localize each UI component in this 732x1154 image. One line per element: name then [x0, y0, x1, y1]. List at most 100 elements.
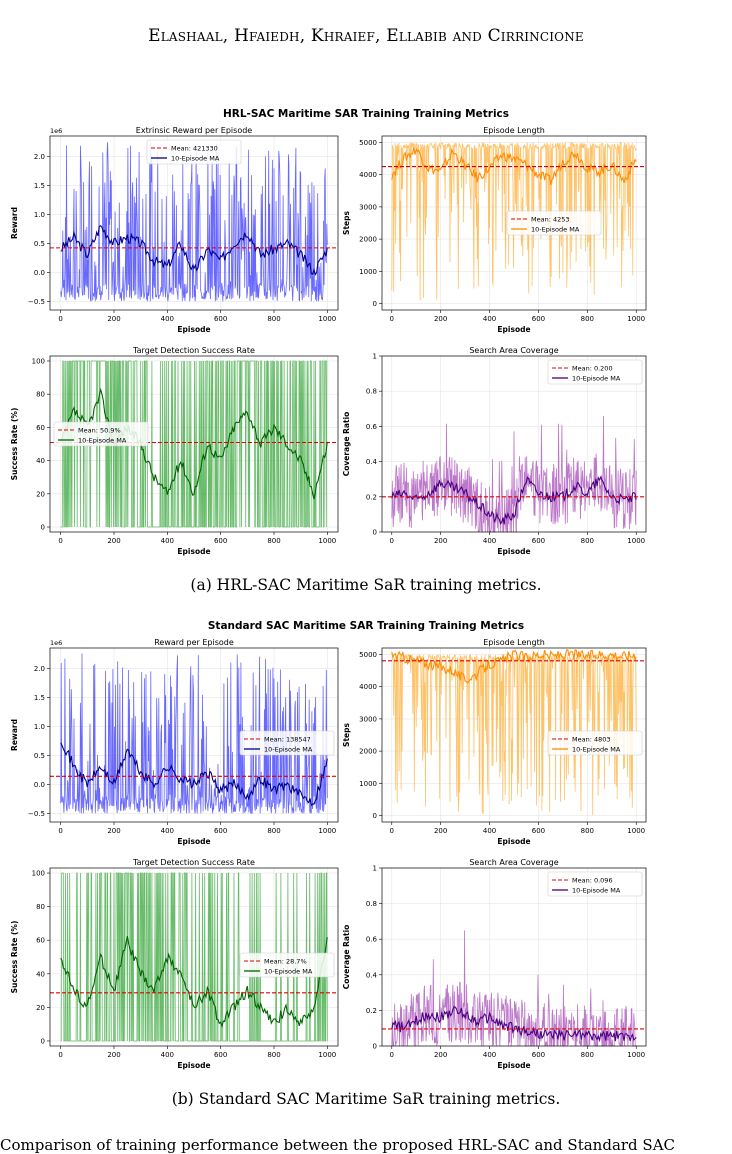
x-tick-label: 400	[483, 827, 496, 835]
x-tick-label: 400	[483, 537, 496, 545]
chart-title: Extrinsic Reward per Episode	[136, 126, 253, 135]
legend-box	[547, 359, 643, 385]
x-tick-label: 1000	[318, 1051, 336, 1059]
x-tick-label: 200	[434, 1051, 447, 1059]
legend-ma-label: 10-Episode MA	[572, 746, 621, 754]
x-axis-label: Episode	[177, 837, 210, 846]
y-axis-label: Success Rate (%)	[10, 921, 19, 994]
offset-text: 1e6	[50, 127, 62, 135]
y-tick-label: 0	[373, 300, 377, 308]
legend-ma-label: 10-Episode MA	[171, 155, 220, 163]
y-tick-label: 0.0	[34, 269, 45, 277]
y-tick-label: −0.5	[28, 810, 45, 818]
y-tick-label: 20	[36, 490, 45, 498]
x-tick-label: 0	[58, 1051, 62, 1059]
legend-ma-label: 10-Episode MA	[264, 746, 313, 754]
axes-frame	[381, 355, 647, 533]
x-axis-label: Episode	[497, 837, 530, 846]
x-tick-label: 600	[214, 315, 227, 323]
axes-frame	[381, 867, 647, 1047]
y-tick-label: 60	[36, 937, 45, 945]
x-tick-label: 200	[434, 827, 447, 835]
axes-frame	[49, 867, 339, 1047]
x-tick-label: 1000	[627, 827, 645, 835]
figure-a-suptitle: HRL-SAC Maritime SAR Training Training M…	[222, 108, 510, 120]
y-tick-label: 5000	[359, 139, 377, 147]
legend-box	[239, 730, 335, 756]
chart-title: Search Area Coverage	[469, 858, 558, 867]
body-text-cut: Comparison of training performance betwe…	[0, 1136, 676, 1154]
y-tick-label: 40	[36, 970, 45, 978]
figure-b-caption: (b) Standard SAC Maritime SaR training m…	[171, 1090, 561, 1108]
legend-mean-label: Mean: 4253	[531, 216, 570, 224]
y-tick-label: 100	[32, 870, 45, 878]
x-tick-label: 1000	[318, 537, 336, 545]
legend-ma-label: 10-Episode MA	[78, 437, 127, 445]
y-tick-label: 2.0	[34, 153, 45, 161]
legend-mean-label: Mean: 138547	[264, 736, 311, 744]
x-axis-label: Episode	[177, 547, 210, 556]
x-tick-label: 600	[532, 827, 545, 835]
x-tick-label: 400	[161, 537, 174, 545]
y-tick-label: 1.5	[34, 694, 45, 702]
chart-title: Reward per Episode	[154, 638, 234, 647]
y-tick-label: 1.5	[34, 182, 45, 190]
y-axis-label: Steps	[342, 211, 351, 235]
y-tick-label: 60	[36, 424, 45, 432]
axes-frame	[49, 135, 339, 311]
chart-title: Episode Length	[483, 638, 545, 647]
y-tick-label: 0.5	[34, 752, 45, 760]
x-tick-label: 400	[483, 1051, 496, 1059]
y-tick-label: 0.8	[366, 900, 377, 908]
legend-mean-label: Mean: 0.096	[572, 877, 613, 885]
y-tick-label: 0.6	[366, 936, 378, 944]
y-tick-label: 3000	[359, 715, 377, 723]
x-tick-label: 600	[532, 315, 545, 323]
x-tick-label: 1000	[627, 1051, 645, 1059]
x-tick-label: 200	[107, 1051, 120, 1059]
y-tick-label: 80	[36, 391, 45, 399]
x-tick-label: 400	[483, 315, 496, 323]
legend-mean-label: Mean: 0.200	[572, 365, 613, 373]
x-tick-label: 400	[161, 827, 174, 835]
legend-ma-label: 10-Episode MA	[264, 968, 313, 976]
legend-mean-label: Mean: 421330	[171, 145, 218, 153]
chart-title: Target Detection Success Rate	[132, 346, 255, 355]
y-axis-label: Reward	[10, 207, 19, 239]
x-tick-label: 0	[390, 315, 394, 323]
x-tick-label: 800	[581, 827, 594, 835]
legend-ma-label: 10-Episode MA	[572, 887, 621, 895]
y-tick-label: 0.0	[34, 781, 45, 789]
x-tick-label: 1000	[627, 315, 645, 323]
y-tick-label: 0.8	[366, 388, 377, 396]
moving-average-line	[391, 475, 637, 525]
raw-series-line	[60, 872, 328, 1042]
chart-coverage-standard: Search Area Coverage 0 200 400 600 800 1000 0 0.…	[342, 858, 647, 1070]
figure-a-caption: (a) HRL-SAC Maritime SaR training metric…	[190, 576, 542, 594]
y-tick-label: 0.5	[34, 240, 45, 248]
y-tick-label: 0.4	[366, 458, 378, 466]
x-tick-label: 400	[161, 1051, 174, 1059]
y-tick-label: 1000	[359, 268, 377, 276]
legend-ma-label: 10-Episode MA	[572, 375, 621, 383]
running-head: Elashaal, Hfaiedh, Khraief, Ellabib and …	[148, 26, 584, 46]
y-tick-label: 0	[41, 524, 45, 532]
chart-title: Target Detection Success Rate	[132, 858, 255, 867]
y-tick-label: 0.2	[366, 1007, 377, 1015]
x-tick-label: 800	[267, 827, 280, 835]
x-tick-label: 1000	[318, 827, 336, 835]
y-tick-label: 1.0	[34, 723, 45, 731]
moving-average-line	[60, 742, 328, 807]
axes-frame	[381, 135, 647, 311]
chart-coverage-hrl: Search Area Coverage 0 200 400 600 800 1000 0 0.…	[342, 346, 647, 556]
y-tick-label: 0.4	[366, 971, 378, 979]
moving-average-line	[391, 147, 637, 186]
y-tick-label: 4000	[359, 171, 377, 179]
y-tick-label: 1000	[359, 780, 377, 788]
x-tick-label: 200	[107, 537, 120, 545]
y-tick-label: 2.0	[34, 665, 45, 673]
y-tick-label: 1.0	[34, 211, 45, 219]
raw-series-line	[60, 142, 328, 302]
